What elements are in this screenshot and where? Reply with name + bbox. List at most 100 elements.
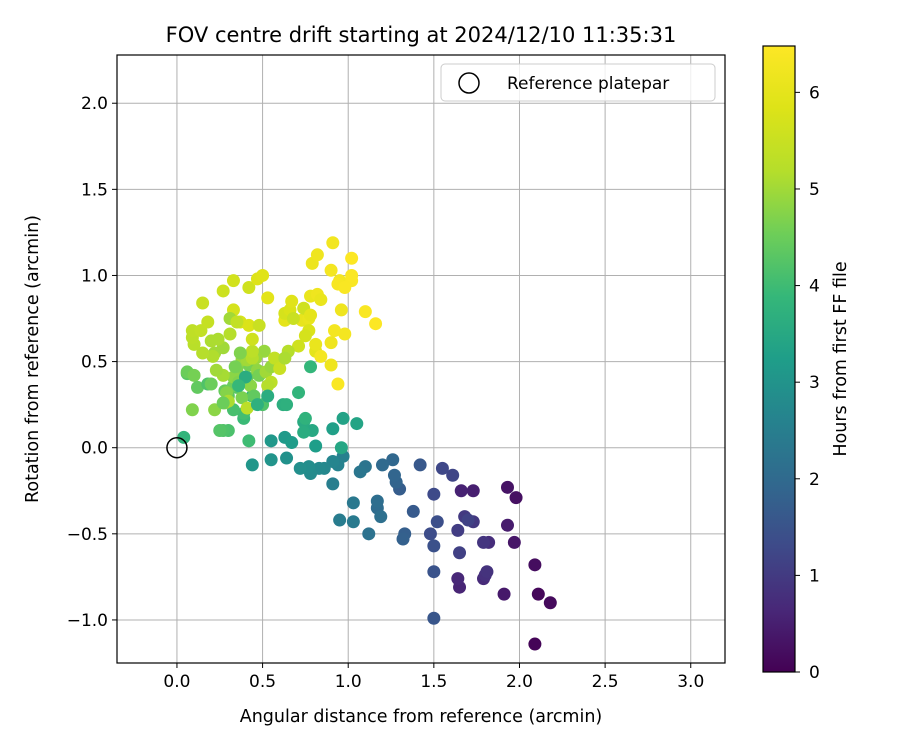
data-point [423, 527, 437, 541]
data-point [285, 294, 299, 308]
data-point [268, 351, 282, 365]
data-point [345, 251, 359, 265]
x-tick-label: 1.5 [420, 672, 447, 692]
data-point [285, 436, 299, 450]
data-point [346, 515, 360, 529]
data-point [196, 296, 210, 310]
data-point [454, 484, 468, 498]
data-point [209, 363, 223, 377]
data-point [430, 515, 444, 529]
data-point [201, 315, 215, 329]
data-point [250, 398, 264, 412]
colorbar-tick-label: 2 [809, 470, 820, 490]
legend-marker [458, 72, 480, 94]
legend-label: Reference platepar [507, 74, 669, 94]
data-point [286, 312, 300, 326]
data-point [261, 291, 275, 305]
data-point [362, 527, 376, 541]
data-point [427, 539, 441, 553]
data-point [273, 361, 287, 375]
data-point [369, 317, 383, 331]
data-point [480, 565, 494, 579]
y-tick-label: 2.0 [81, 94, 108, 114]
data-point [334, 441, 348, 455]
y-tick-label: −1.0 [67, 611, 108, 631]
data-point [223, 327, 237, 341]
data-point [531, 587, 545, 601]
data-point [334, 303, 348, 317]
y-tick-label: 1.5 [81, 180, 108, 200]
data-point [314, 293, 328, 307]
colorbar-tick-label: 3 [809, 373, 820, 393]
data-point [235, 391, 249, 405]
reference-platepar-marker [166, 436, 188, 459]
y-axis-label: Rotation from reference (arcmin) [23, 215, 43, 503]
colorbar-tick-label: 1 [809, 566, 820, 586]
reference-layer [166, 436, 188, 459]
data-point [331, 377, 345, 391]
data-point [280, 451, 294, 465]
y-tick-label: 1.0 [81, 266, 108, 286]
x-tick-label: 0.0 [163, 672, 190, 692]
data-point [451, 572, 465, 586]
data-point [396, 532, 410, 546]
data-point [324, 336, 338, 350]
data-point [252, 318, 266, 332]
data-point [190, 380, 204, 394]
data-point [228, 360, 242, 374]
data-point [370, 494, 384, 508]
data-point [298, 411, 312, 425]
data-point [177, 430, 191, 444]
x-tick-label: 2.5 [592, 672, 619, 692]
data-point [543, 596, 557, 610]
data-point [293, 461, 307, 475]
data-point [261, 379, 275, 393]
data-point [213, 423, 227, 437]
data-point [466, 484, 480, 498]
data-point [309, 439, 323, 453]
data-point [406, 504, 420, 518]
data-point [298, 329, 312, 343]
x-tick-label: 1.0 [335, 672, 362, 692]
data-point [413, 458, 427, 472]
y-tick-label: 0.0 [81, 439, 108, 459]
data-point [477, 535, 491, 549]
data-point [292, 386, 306, 400]
data-point [211, 332, 225, 346]
data-point [297, 425, 311, 439]
data-point [427, 611, 441, 625]
data-point [242, 434, 256, 448]
data-point [324, 263, 338, 277]
data-point [216, 396, 230, 410]
data-point [509, 491, 523, 505]
data-point [326, 236, 340, 250]
data-point [187, 368, 201, 382]
data-point [310, 248, 324, 262]
data-point [346, 496, 360, 510]
data-point [427, 565, 441, 579]
data-point [345, 268, 359, 282]
data-point [233, 346, 247, 360]
data-point [240, 401, 254, 415]
data-point [338, 281, 352, 295]
data-point [333, 513, 347, 527]
plot-frame [116, 54, 726, 664]
axes: 0.0 0.5 1.0 1.5 2.0 2.5 3.0 −1.0 −0.5 0.0 0.5 1.0 1.… [67, 94, 705, 692]
data-point [261, 389, 275, 403]
data-point [461, 513, 475, 527]
data-point [528, 637, 542, 651]
colorbar-label: Hours from first FF file [831, 261, 851, 456]
x-axis-label: Angular distance from reference (arcmin) [240, 707, 603, 727]
y-tick-label: −0.5 [67, 525, 108, 545]
grid [117, 55, 725, 663]
colorbar-tick-label: 5 [809, 180, 820, 200]
data-point [375, 458, 389, 472]
data-point [497, 587, 511, 601]
data-point [451, 523, 465, 537]
data-point [196, 346, 210, 360]
data-point [386, 453, 400, 467]
data-point [206, 349, 220, 363]
data-point [264, 434, 278, 448]
colorbar-tick-label: 4 [809, 277, 820, 297]
